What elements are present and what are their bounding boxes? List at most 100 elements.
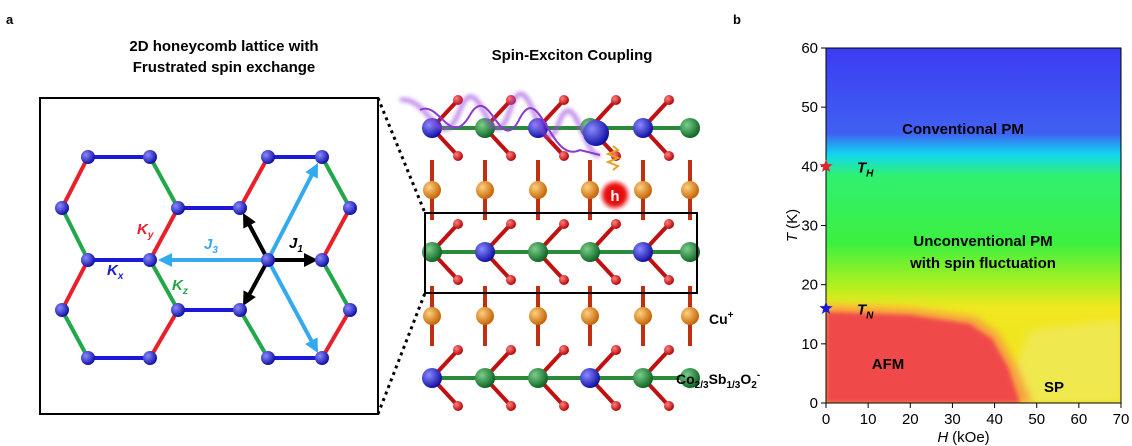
formula-sup: - [757, 370, 760, 381]
phase-label: Conventional PM [902, 121, 1024, 138]
metal-ion [475, 242, 495, 262]
y-tick-label: 0 [810, 395, 818, 412]
zoom-line [378, 293, 425, 414]
formula-sub: 1/3 [726, 380, 740, 391]
oxygen [453, 219, 463, 229]
oxygen [453, 151, 463, 161]
panel-label: b [733, 12, 741, 27]
oxygen [664, 401, 674, 411]
spin-site [143, 351, 157, 365]
lattice-title: 2D honeycomb lattice with [129, 38, 318, 55]
oxygen [506, 151, 516, 161]
spin-site [261, 150, 275, 164]
oxygen [611, 219, 621, 229]
spin-site [233, 201, 247, 215]
oxygen [506, 219, 516, 229]
spin-site [81, 351, 95, 365]
oxygen [664, 151, 674, 161]
formula-text: Sb [709, 371, 727, 387]
formula-sub: 2 [751, 380, 757, 391]
metal-ion [475, 118, 495, 138]
y-tick-label: 10 [801, 336, 818, 353]
oxygen [611, 95, 621, 105]
metal-ion [528, 242, 548, 262]
x-tick-label: 60 [1071, 411, 1088, 428]
bond-subscript: x [117, 271, 124, 282]
cu-ion [423, 181, 441, 199]
x-tick-label: 40 [986, 411, 1003, 428]
oxygen [559, 345, 569, 355]
formula-text: Co [676, 371, 695, 387]
cu-ion [634, 307, 652, 325]
zoom-line [378, 98, 425, 213]
formula-sub: 2/3 [695, 380, 709, 391]
oxygen [559, 401, 569, 411]
y-tick-label: 30 [801, 218, 818, 235]
crystal-structure [400, 94, 700, 411]
coupling-title: Spin-Exciton Coupling [492, 47, 653, 64]
spin-site [55, 303, 69, 317]
oxygen [453, 345, 463, 355]
oxygen [611, 345, 621, 355]
bond-subscript: y [147, 230, 154, 241]
spin-site [81, 253, 95, 267]
electron [583, 120, 609, 146]
cu-ion [681, 181, 699, 199]
axis-symbol: T [784, 231, 801, 242]
page: {"panel_a": {"label": "a", "title_lines"… [0, 0, 1132, 446]
bond-subscript: 1 [297, 244, 303, 255]
spin-site [315, 351, 329, 365]
oxygen [664, 219, 674, 229]
y-tick-label: 20 [801, 277, 818, 294]
y-tick-label: 60 [801, 40, 818, 57]
x-axis-label: H(kOe) [937, 429, 989, 446]
oxygen [506, 345, 516, 355]
x-tick-label: 50 [1028, 411, 1045, 428]
cu-ion [634, 181, 652, 199]
formula-sup: + [728, 310, 734, 321]
spin-site [315, 253, 329, 267]
metal-ion [422, 368, 442, 388]
carrier-label: h [610, 188, 619, 205]
metal-ion [633, 242, 653, 262]
spin-site [143, 150, 157, 164]
cu-ion [423, 307, 441, 325]
spin-site [143, 253, 157, 267]
metal-ion [633, 118, 653, 138]
spin-site [171, 201, 185, 215]
cu-ion [529, 181, 547, 199]
phase-label: Unconventional PM [913, 233, 1052, 250]
oxygen [506, 401, 516, 411]
axis-unit: (kOe) [952, 429, 990, 446]
oxygen [611, 401, 621, 411]
metal-ion [680, 118, 700, 138]
cu-ion [581, 307, 599, 325]
x-tick-label: 0 [822, 411, 830, 428]
metal-ion [528, 368, 548, 388]
lattice-title: Frustrated spin exchange [133, 59, 316, 76]
spin-site [343, 303, 357, 317]
oxygen [559, 95, 569, 105]
bond-subscript: z [182, 286, 188, 297]
phase-label: SP [1044, 379, 1064, 396]
oxygen [453, 275, 463, 285]
transition-subscript: N [866, 310, 874, 321]
metal-ion [580, 368, 600, 388]
oxygen [559, 151, 569, 161]
x-tick-label: 70 [1113, 411, 1130, 428]
spin-site [171, 303, 185, 317]
spin-site [261, 351, 275, 365]
bond-subscript: 3 [212, 245, 218, 256]
phase-map [826, 48, 1121, 403]
oxygen [559, 275, 569, 285]
phase-label: AFM [872, 356, 905, 373]
spin-site [233, 303, 247, 317]
metal-ion [633, 368, 653, 388]
panel-label: a [6, 12, 14, 27]
x-tick-label: 20 [902, 411, 919, 428]
spin-site [261, 253, 275, 267]
layer-label: Cu+ [709, 310, 734, 327]
x-tick-label: 10 [860, 411, 877, 428]
y-tick-label: 50 [801, 99, 818, 116]
transition-subscript: H [866, 168, 874, 179]
